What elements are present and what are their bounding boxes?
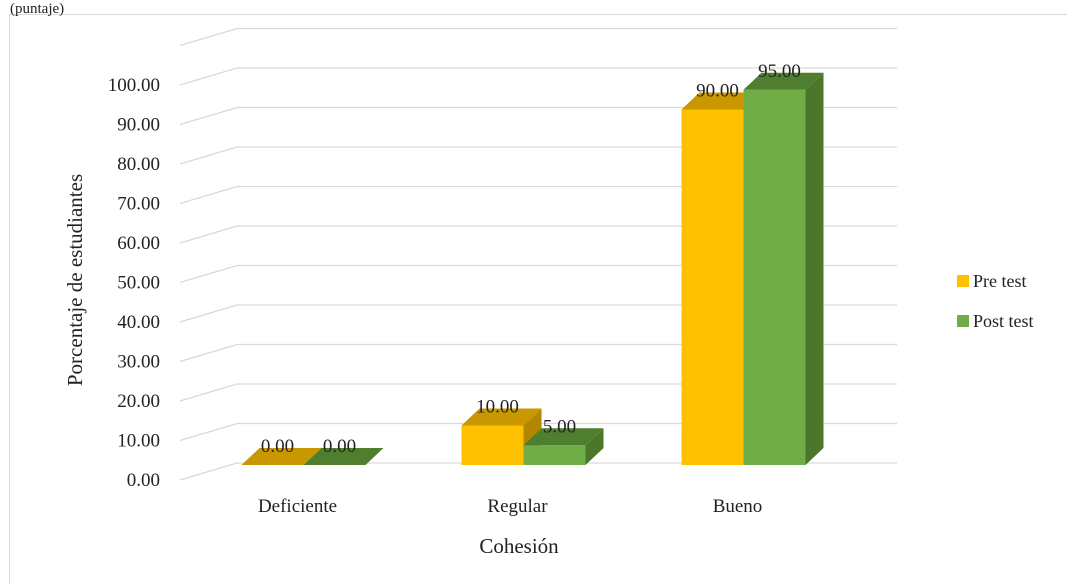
legend-item-post-test: Post test	[957, 310, 1034, 332]
y-tick-label: 20.00	[117, 391, 160, 412]
legend-label-pre-test: Pre test	[973, 270, 1027, 291]
chart-frame: (puntaje)	[9, 1, 1067, 584]
gridline	[179, 146, 897, 165]
gridline	[179, 343, 897, 363]
bar-front	[743, 89, 806, 465]
gridlines	[179, 27, 897, 481]
bars	[241, 72, 824, 465]
legend-swatch-post-test	[957, 315, 969, 327]
y-axis-title: Porcentaje de estudiantes	[63, 174, 87, 386]
y-tick-label: 80.00	[117, 154, 160, 175]
y-tick-label: 90.00	[117, 115, 160, 136]
legend: Pre test Post test	[957, 270, 1034, 350]
data-label: 10.00	[476, 397, 519, 418]
data-label: 0.00	[261, 436, 294, 457]
top-caption: (puntaje)	[10, 1, 65, 17]
bar-top	[241, 448, 322, 465]
gridline	[179, 304, 897, 323]
gridline	[179, 185, 897, 205]
y-tick-labels: 0.00 10.00 20.00 30.00 40.00 50.00 60.00 70.00 8…	[108, 75, 160, 491]
data-label: 0.00	[323, 436, 356, 457]
bar-front	[681, 109, 744, 465]
bar	[743, 72, 824, 465]
data-label: 95.00	[758, 61, 801, 82]
legend-item-pre-test: Pre test	[957, 270, 1034, 292]
legend-swatch-pre-test	[957, 275, 969, 287]
legend-label-post-test: Post test	[973, 310, 1034, 331]
bar-top	[681, 92, 762, 110]
bar-top	[303, 448, 384, 465]
y-tick-label: 70.00	[117, 194, 160, 215]
y-tick-label: 10.00	[117, 431, 160, 452]
bar-side	[585, 428, 604, 465]
y-tick-label: 0.00	[127, 470, 160, 491]
y-tick-label: 100.00	[108, 75, 160, 96]
bar-top	[461, 408, 542, 426]
data-label: 90.00	[696, 81, 739, 102]
bar-front	[523, 445, 586, 465]
y-tick-label: 50.00	[117, 273, 160, 294]
gridline	[179, 67, 897, 86]
bar	[461, 408, 542, 465]
x-axis-title: Cohesión	[479, 534, 559, 558]
y-tick-label: 60.00	[117, 233, 160, 254]
data-label: 5.00	[543, 416, 576, 437]
y-tick-label: 40.00	[117, 312, 160, 333]
bar	[303, 448, 384, 465]
bar-side	[805, 72, 824, 465]
gridline	[179, 264, 897, 284]
data-labels: 0.00 0.00 10.00 5.00 90.00 95.00	[261, 61, 801, 457]
gridline	[179, 383, 897, 402]
bar-top	[743, 72, 824, 90]
x-tick-labels: Deficiente Regular Bueno	[258, 496, 762, 517]
bar-front	[461, 425, 524, 465]
gridline	[179, 422, 897, 442]
gridline	[179, 225, 897, 244]
x-tick-label: Deficiente	[258, 496, 337, 517]
bar	[523, 428, 604, 465]
gridline	[179, 27, 897, 47]
x-tick-label: Bueno	[713, 496, 763, 517]
gridline	[179, 106, 897, 126]
bar-top	[523, 428, 604, 446]
gridline	[179, 462, 897, 481]
y-tick-label: 30.00	[117, 352, 160, 373]
x-tick-label: Regular	[487, 496, 548, 517]
bar	[241, 448, 322, 465]
